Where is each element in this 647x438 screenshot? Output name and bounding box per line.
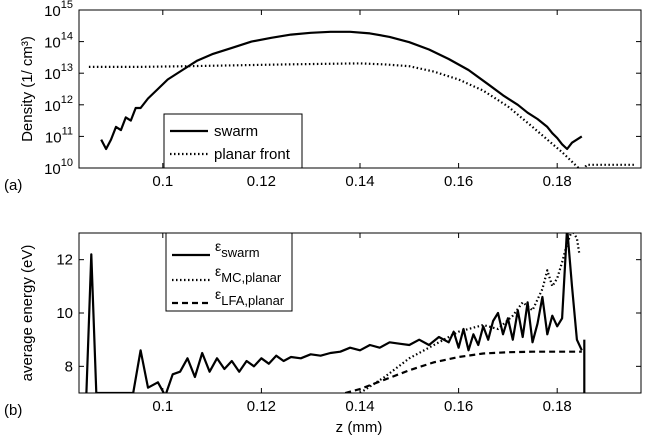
panel-b-series [85, 233, 586, 393]
panel-a-series [88, 30, 637, 168]
b-x-tick-label: 0.18 [543, 398, 572, 415]
a-y-tick-exponent: 14 [61, 31, 73, 43]
legend-eps-swarm-sub: swarm [221, 245, 259, 260]
panel-b-legend: εswarm εMC,planar εLFA,planar [165, 232, 293, 312]
a-y-tick-label: 1013 [44, 62, 73, 83]
panel-b-axes-frame [78, 232, 642, 394]
a-x-tick-label: 0.12 [247, 173, 276, 190]
panel-a-x-axis: 0.1 0.12 0.14 0.16 0.18 [152, 10, 572, 190]
a-y-tick-base: 10 [44, 161, 61, 178]
a-y-tick-exponent: 12 [61, 94, 73, 106]
legend-eps-lfa-planar-label: εLFA,planar [215, 286, 285, 308]
a-y-tick-exponent: 13 [61, 62, 73, 74]
panel-a-label: (a) [4, 177, 22, 194]
legend-eps-swarm-symbol: ε [215, 238, 221, 254]
legend-eps-lfa-planar-symbol: ε [215, 286, 221, 302]
a-x-tick-label: 0.1 [152, 173, 173, 190]
a-y-tick-base: 10 [45, 129, 62, 146]
legend-eps-mc-planar-symbol: ε [215, 263, 221, 279]
panel-b-label: (b) [4, 402, 22, 419]
series-swarm-line [100, 30, 583, 151]
a-y-tick-exponent: 10 [61, 157, 73, 169]
b-y-tick-label: 8 [65, 358, 73, 375]
a-x-tick-label: 0.14 [345, 173, 374, 190]
panel-a-y-axis-label: Density (1/ cm³) [19, 36, 36, 142]
panel-b-y-axis: 8 10 12 [56, 252, 641, 375]
a-y-tick-base: 10 [44, 3, 61, 20]
legend-planar-front-label: planar front [214, 146, 291, 163]
a-y-tick-label: 1011 [45, 125, 73, 146]
series-planar-front-line [88, 62, 637, 168]
a-y-tick-label: 1012 [44, 94, 73, 115]
a-y-tick-label: 1015 [44, 0, 73, 20]
series-eps-swarm-line [85, 233, 583, 393]
a-x-tick-label: 0.18 [543, 173, 572, 190]
a-y-tick-label: 1010 [44, 157, 73, 178]
b-x-tick-label: 0.1 [152, 398, 173, 415]
legend-eps-lfa-planar-sub: LFA,planar [221, 293, 285, 308]
a-y-tick-base: 10 [44, 98, 61, 115]
a-y-tick-exponent: 15 [61, 0, 73, 11]
panel-b-energy: 8 10 12 0.1 0.12 0.14 0.16 0.18 average energy… [4, 232, 642, 436]
a-x-tick-label: 0.16 [444, 173, 473, 190]
series-eps-lfa-planar-line [344, 350, 582, 393]
legend-eps-mc-planar-label: εMC,planar [215, 263, 282, 285]
legend-swarm-label: swarm [214, 123, 258, 140]
b-x-tick-label: 0.16 [444, 398, 473, 415]
b-y-tick-label: 10 [56, 305, 73, 322]
a-y-tick-base: 10 [44, 35, 61, 52]
b-x-tick-label: 0.12 [247, 398, 276, 415]
panel-a-legend-box [163, 113, 303, 169]
a-y-tick-label: 1014 [44, 31, 73, 52]
series-eps-mc-planar-line [359, 233, 581, 393]
legend-eps-mc-planar-sub: MC,planar [221, 270, 282, 285]
panel-b-x-axis-label: z (mm) [336, 419, 383, 436]
panel-b-y-axis-label: average energy (eV) [19, 245, 36, 382]
a-y-tick-base: 10 [44, 66, 61, 83]
b-x-tick-label: 0.14 [345, 398, 374, 415]
panel-b-x-axis: 0.1 0.12 0.14 0.16 0.18 [152, 233, 572, 415]
panel-b-legend-box [165, 232, 293, 312]
a-y-tick-exponent: 11 [62, 125, 73, 137]
panel-a-legend: swarm planar front [163, 113, 303, 169]
legend-eps-swarm-label: εswarm [215, 238, 260, 260]
b-y-tick-label: 12 [56, 252, 73, 269]
